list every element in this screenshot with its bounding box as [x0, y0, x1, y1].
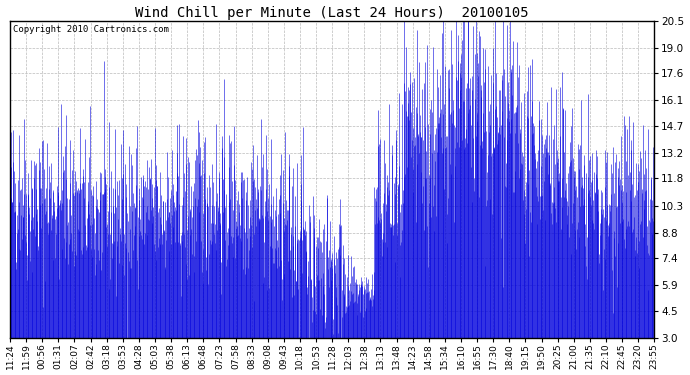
- Text: Copyright 2010 Cartronics.com: Copyright 2010 Cartronics.com: [13, 26, 169, 34]
- Title: Wind Chill per Minute (Last 24 Hours)  20100105: Wind Chill per Minute (Last 24 Hours) 20…: [135, 6, 529, 20]
